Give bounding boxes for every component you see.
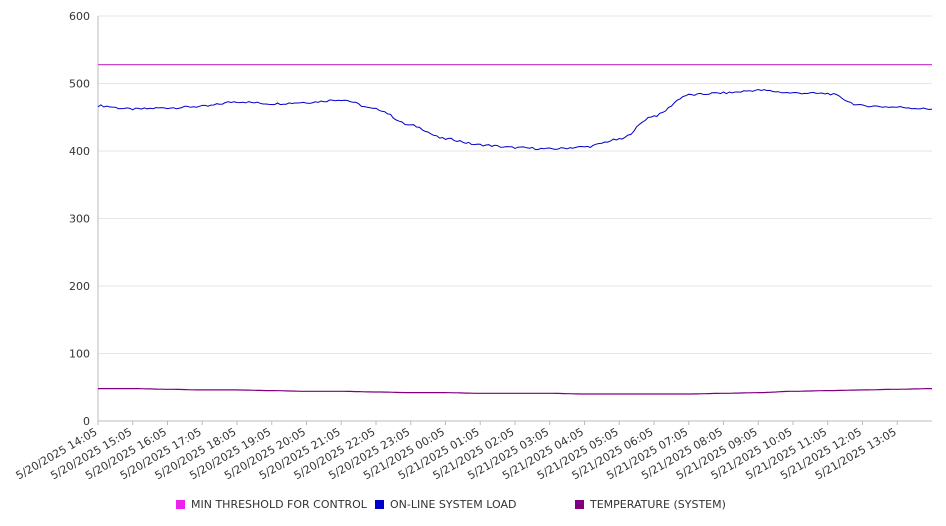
legend-item-online-system-load[interactable]: ON-LINE SYSTEM LOAD bbox=[375, 498, 516, 511]
y-tick-label: 600 bbox=[69, 10, 90, 23]
y-tick-label: 200 bbox=[69, 280, 90, 293]
axes bbox=[97, 16, 932, 425]
line-chart: 0 100 200 300 400 500 600 5/20/2025 14:055/20/… bbox=[14, 10, 933, 482]
y-tick-label: 0 bbox=[83, 415, 90, 428]
gridlines bbox=[98, 15, 932, 354]
legend-item-temperature-system[interactable]: TEMPERATURE (SYSTEM) bbox=[575, 498, 726, 511]
legend-swatch-icon bbox=[176, 500, 185, 509]
series-lines bbox=[97, 63, 933, 395]
y-tick-labels: 0 100 200 300 400 500 600 bbox=[69, 10, 90, 428]
series-line bbox=[98, 388, 932, 395]
legend-swatch-icon bbox=[575, 500, 584, 509]
y-tick-label: 400 bbox=[69, 145, 90, 158]
legend-swatch-icon bbox=[375, 500, 384, 509]
legend-label: ON-LINE SYSTEM LOAD bbox=[390, 498, 517, 511]
series-line bbox=[97, 88, 933, 150]
legend-label: MIN THRESHOLD FOR CONTROL bbox=[191, 498, 367, 511]
y-tick-label: 500 bbox=[69, 78, 90, 91]
legend-item-min-threshold[interactable]: MIN THRESHOLD FOR CONTROL bbox=[176, 498, 367, 511]
x-tick-labels: 5/20/2025 14:055/20/2025 15:055/20/2025 … bbox=[14, 425, 899, 482]
y-tick-label: 300 bbox=[69, 213, 90, 226]
legend-label: TEMPERATURE (SYSTEM) bbox=[590, 498, 726, 511]
y-tick-label: 100 bbox=[69, 348, 90, 361]
legend: MIN THRESHOLD FOR CONTROL ON-LINE SYSTEM… bbox=[0, 498, 946, 514]
